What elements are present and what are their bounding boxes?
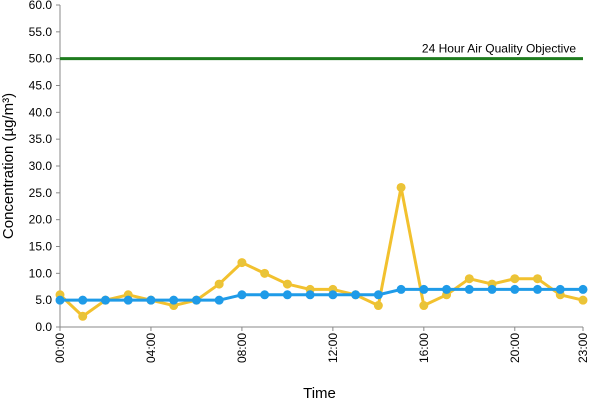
series-group <box>55 182 588 321</box>
data-point <box>373 290 383 300</box>
data-point <box>351 290 361 300</box>
y-tick-label: 60.0 <box>29 0 53 12</box>
data-point <box>396 284 406 294</box>
data-point <box>282 290 292 300</box>
y-tick-label: 25.0 <box>29 186 53 200</box>
data-point <box>396 182 406 192</box>
data-point <box>464 284 474 294</box>
y-tick-label: 20.0 <box>29 213 53 227</box>
data-point <box>419 284 429 294</box>
data-point <box>578 295 588 305</box>
y-tick-label: 50.0 <box>29 52 53 66</box>
y-tick-label: 5.0 <box>35 293 52 307</box>
y-tick-label: 15.0 <box>29 240 53 254</box>
series-2 <box>55 284 588 305</box>
y-tick-label: 0.0 <box>35 320 52 334</box>
x-tick-label: 12:00 <box>326 333 340 363</box>
data-point <box>510 284 520 294</box>
x-tick-label: 08:00 <box>235 333 249 363</box>
y-tick-label: 30.0 <box>29 159 53 173</box>
data-point <box>123 295 133 305</box>
data-point <box>373 301 383 311</box>
data-point <box>260 290 270 300</box>
data-point <box>260 268 270 278</box>
data-point <box>464 274 474 284</box>
x-axis-ticks: 00:00 04:00 08:00 12:00 16:00 20:00 23:00 <box>53 327 590 363</box>
data-point <box>214 295 224 305</box>
y-tick-label: 40.0 <box>29 105 53 119</box>
data-point <box>55 295 65 305</box>
data-point <box>578 284 588 294</box>
data-point <box>419 301 429 311</box>
y-tick-label: 55.0 <box>29 25 53 39</box>
x-axis-title: Time <box>303 385 336 400</box>
data-point <box>146 295 156 305</box>
data-point <box>328 290 338 300</box>
data-point <box>510 274 520 284</box>
data-point <box>555 284 565 294</box>
data-point <box>282 279 292 289</box>
data-point <box>78 311 88 321</box>
x-tick-label: 00:00 <box>53 333 67 363</box>
reference-line-label: 24 Hour Air Quality Objective <box>422 42 576 56</box>
data-point <box>237 258 247 268</box>
data-point <box>191 295 201 305</box>
data-point <box>305 290 315 300</box>
y-axis-title: Concentration (µg/m³) <box>0 93 17 239</box>
y-tick-label: 35.0 <box>29 132 53 146</box>
data-point <box>487 284 497 294</box>
data-point <box>214 279 224 289</box>
y-tick-label: 10.0 <box>29 266 53 280</box>
data-point <box>533 274 543 284</box>
series-line <box>58 185 584 318</box>
x-tick-label: 04:00 <box>144 333 158 363</box>
reference-line-group: 24 Hour Air Quality Objective <box>60 42 583 61</box>
data-point <box>237 290 247 300</box>
x-tick-label: 16:00 <box>417 333 431 363</box>
data-point <box>100 295 110 305</box>
y-axis-ticks: 0.0 5.0 10.0 15.0 20.0 25.0 30.0 35.0 40.0 45.0 50… <box>29 0 60 334</box>
x-tick-label: 20:00 <box>508 333 522 363</box>
x-tick-label: 23:00 <box>576 333 590 363</box>
data-point <box>442 284 452 294</box>
data-point <box>169 295 179 305</box>
data-point <box>533 284 543 294</box>
data-point <box>78 295 88 305</box>
y-tick-label: 45.0 <box>29 79 53 93</box>
